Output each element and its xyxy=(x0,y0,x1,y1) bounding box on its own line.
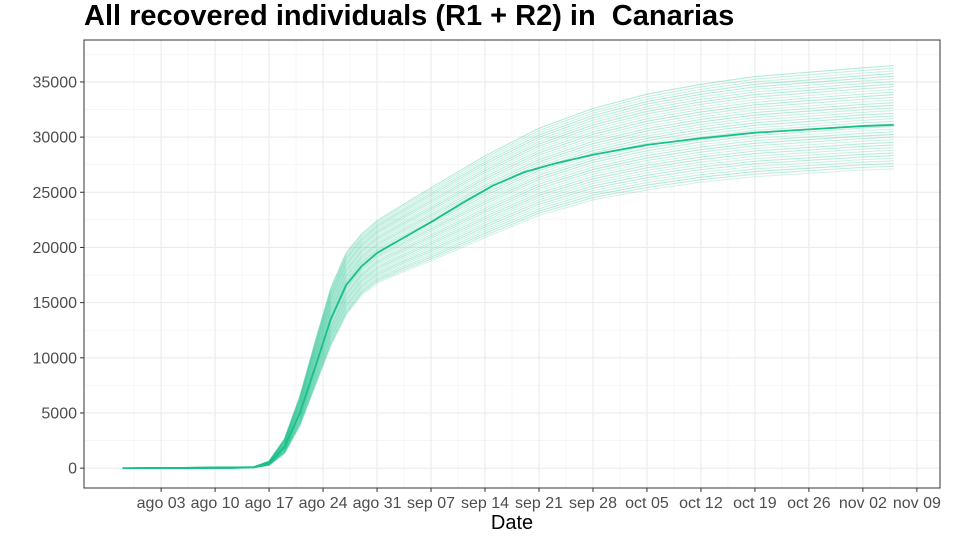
ensemble-line xyxy=(122,157,894,469)
y-tick-label: 10000 xyxy=(33,350,78,367)
ensemble-line xyxy=(122,65,894,469)
ensemble-line xyxy=(122,141,894,469)
ensemble-line xyxy=(122,99,894,469)
ensemble-line xyxy=(122,160,894,469)
x-tick-label: oct 19 xyxy=(733,495,777,512)
x-axis: ago 03 ago 10 ago 17 ago 24 ago 31 sep 07 sep … xyxy=(137,488,941,512)
x-tick-label: nov 02 xyxy=(839,495,887,512)
x-tick-label: ago 03 xyxy=(137,495,186,512)
grid-minor xyxy=(84,40,940,488)
x-tick-label: sep 28 xyxy=(569,495,617,512)
x-tick-label: ago 10 xyxy=(191,495,240,512)
ensemble-line xyxy=(122,72,894,469)
ensemble-line xyxy=(122,125,894,469)
x-tick-label: ago 31 xyxy=(353,495,402,512)
median-line xyxy=(122,124,894,470)
ensemble-line xyxy=(122,112,894,469)
panel-border xyxy=(83,39,941,489)
x-tick-label: ago 17 xyxy=(245,495,294,512)
ensemble-line xyxy=(122,168,894,469)
ensemble-line xyxy=(122,70,894,469)
y-tick-label: 30000 xyxy=(33,130,78,147)
main-line-group xyxy=(122,124,894,470)
ensemble-lines xyxy=(122,65,894,469)
y-tick-label: 20000 xyxy=(33,240,78,257)
ensemble-line xyxy=(122,139,894,469)
ensemble-line xyxy=(122,118,894,469)
ensemble-line xyxy=(122,107,894,469)
ensemble-line xyxy=(122,165,894,469)
x-tick-label: oct 05 xyxy=(625,495,669,512)
chart-title: All recovered individuals (R1 + R2) in C… xyxy=(84,0,735,32)
ensemble-line xyxy=(122,144,894,469)
ensemble-line xyxy=(122,120,894,469)
y-tick-label: 35000 xyxy=(33,74,78,91)
ensemble-line xyxy=(122,163,894,469)
y-tick-label: 25000 xyxy=(33,185,78,202)
ensemble-line xyxy=(122,91,894,469)
ensemble-line xyxy=(122,75,894,469)
x-tick-label: sep 14 xyxy=(461,495,509,512)
ensemble-line xyxy=(122,67,894,469)
ensemble-line xyxy=(122,78,894,469)
ensemble-line xyxy=(122,155,894,469)
x-tick-label: nov 09 xyxy=(893,495,941,512)
ensemble-line xyxy=(122,80,894,469)
x-tick-label: ago 24 xyxy=(299,495,348,512)
ensemble-line xyxy=(122,104,894,469)
ensemble-line xyxy=(122,152,894,469)
x-tick-label: sep 21 xyxy=(515,495,563,512)
x-tick-label: oct 26 xyxy=(787,495,831,512)
ensemble-line xyxy=(122,88,894,469)
ensemble-line xyxy=(122,86,894,469)
y-tick-label: 15000 xyxy=(33,295,78,312)
ensemble-line xyxy=(122,149,894,469)
ensemble-line xyxy=(122,110,894,469)
ensemble-line xyxy=(122,94,894,469)
y-tick-label: 5000 xyxy=(41,405,77,422)
x-tick-label: sep 07 xyxy=(407,495,455,512)
ensemble-line xyxy=(122,96,894,469)
ensemble-line xyxy=(122,115,894,469)
x-tick-label: oct 12 xyxy=(679,495,723,512)
ensemble-line xyxy=(122,102,894,469)
x-axis-title: Date xyxy=(491,512,533,534)
y-tick-label: 0 xyxy=(68,461,77,478)
y-axis: 0 5000 10000 15000 20000 25000 30000 35000 xyxy=(33,74,84,478)
ensemble-line xyxy=(122,147,894,469)
ensemble-line xyxy=(122,136,894,469)
ensemble-line xyxy=(122,83,894,469)
